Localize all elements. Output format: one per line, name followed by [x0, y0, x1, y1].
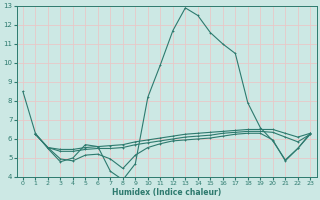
X-axis label: Humidex (Indice chaleur): Humidex (Indice chaleur): [112, 188, 221, 197]
